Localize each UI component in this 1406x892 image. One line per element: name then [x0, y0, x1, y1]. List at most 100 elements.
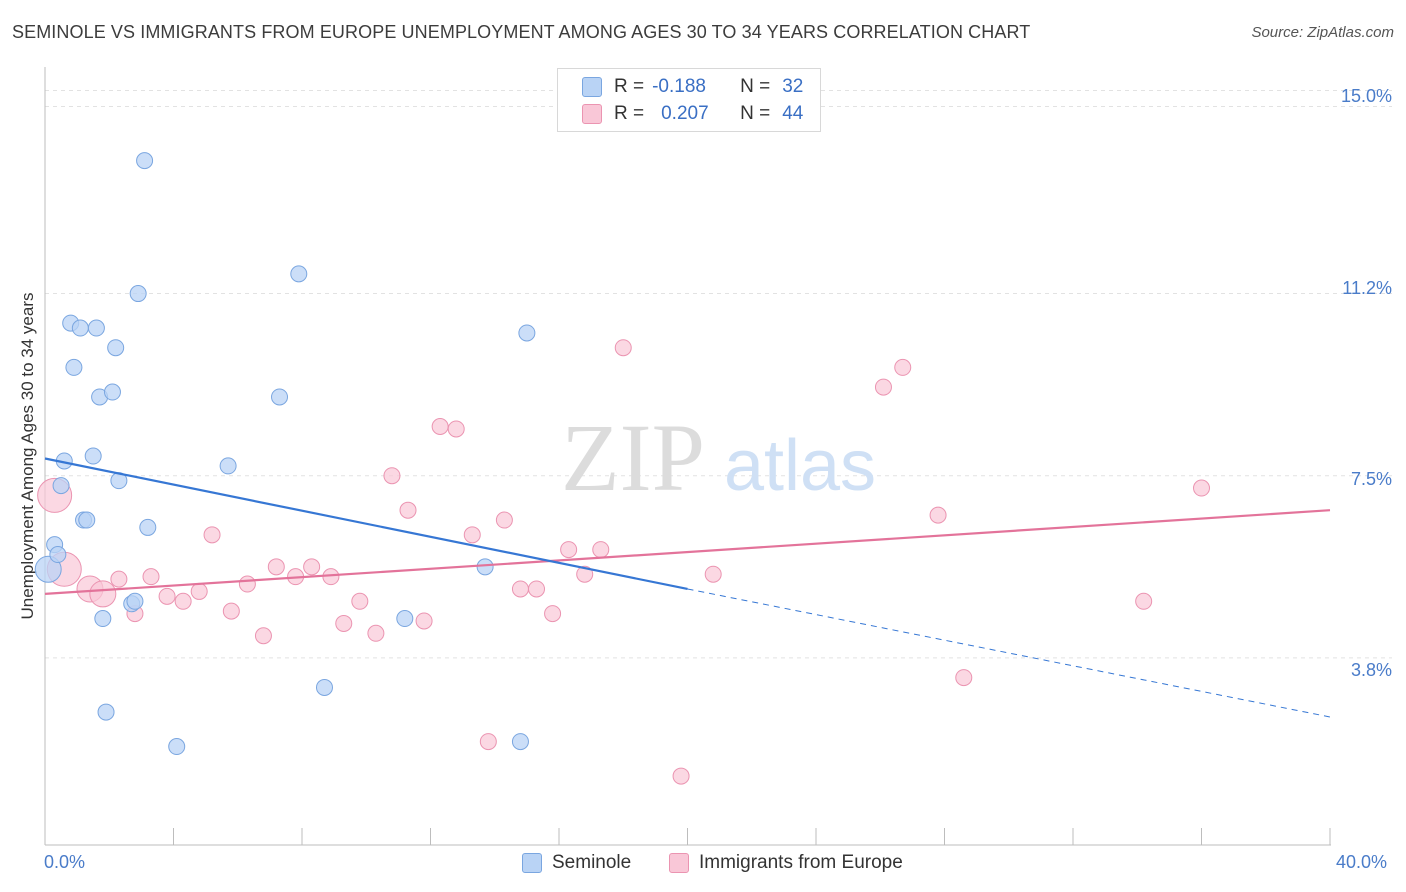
seminole-point [71, 319, 89, 337]
europe-point [576, 565, 594, 583]
europe-point [174, 592, 192, 610]
europe-point [158, 587, 176, 605]
y-tick-label: 15.0% [1340, 86, 1392, 106]
seminole-point [219, 457, 237, 475]
europe-swatch [669, 853, 689, 873]
seminole-point [136, 152, 154, 170]
europe-point [704, 565, 722, 583]
seminole-trendline-projection [687, 588, 1331, 718]
trendlines [44, 457, 1331, 718]
r-label: R = [614, 103, 645, 124]
seminole-n-value: 32 [782, 76, 804, 97]
europe-point [203, 526, 221, 544]
europe-r-value: 0.207 [661, 103, 709, 124]
stats-legend: R = -0.188 N = 32 R = 0.207 N = 44 [557, 68, 821, 132]
europe-point [528, 580, 546, 598]
seminole-point [315, 678, 333, 696]
seminole-point [139, 518, 157, 536]
europe-point [479, 733, 497, 751]
europe-point [672, 767, 690, 785]
legend-item-seminole: Seminole [522, 852, 631, 874]
europe-point [447, 420, 465, 438]
europe-point [894, 358, 912, 376]
watermark-atlas: atlas [724, 426, 876, 506]
seminole-point [34, 555, 62, 583]
legend-row-europe: R = 0.207 N = 44 [582, 101, 803, 127]
europe-point [367, 624, 385, 642]
seminole-point [168, 738, 186, 756]
europe-point [495, 511, 513, 529]
europe-point [399, 501, 417, 519]
seminole-point [476, 558, 494, 576]
europe-point [874, 378, 892, 396]
seminole-point [511, 733, 529, 751]
europe-point [929, 506, 947, 524]
europe-point [190, 582, 208, 600]
seminole-point [52, 477, 70, 495]
seminole-points [34, 152, 536, 756]
r-label: R = [614, 76, 645, 97]
seminole-point [126, 592, 144, 610]
watermark-zip: ZIP [561, 404, 705, 511]
seminole-point [290, 265, 308, 283]
europe-point [303, 558, 321, 576]
europe-point [463, 526, 481, 544]
axes [44, 67, 1331, 846]
europe-point [511, 580, 529, 598]
seminole-point [65, 358, 83, 376]
europe-point [1193, 479, 1210, 497]
europe-point [267, 558, 285, 576]
x-tick-label: 40.0% [1336, 852, 1388, 872]
europe-point [1135, 592, 1153, 610]
europe-point [431, 417, 449, 435]
europe-point [560, 541, 578, 559]
n-label: N = [740, 103, 771, 124]
seminole-point [103, 383, 121, 401]
seminole-trendline [44, 457, 688, 591]
n-label: N = [740, 76, 771, 97]
europe-point [89, 580, 117, 608]
europe-point [110, 570, 128, 588]
seminole-point [87, 319, 105, 337]
seminole-point [271, 388, 289, 406]
europe-point [614, 339, 632, 357]
x-tick-label: 0.0% [44, 852, 86, 872]
watermark: ZIP atlas [561, 404, 876, 511]
seminole-point [97, 703, 115, 721]
europe-point [351, 592, 369, 610]
y-tick-label: 11.2% [1342, 278, 1392, 298]
seminole-point [518, 324, 536, 342]
chart-title: SEMINOLE VS IMMIGRANTS FROM EUROPE UNEMP… [12, 22, 1031, 42]
y-tick-label: 3.8% [1350, 660, 1392, 680]
legend-label-europe: Immigrants from Europe [699, 852, 903, 873]
europe-point [254, 627, 272, 645]
seminole-swatch [522, 853, 542, 873]
seminole-point [84, 447, 102, 465]
europe-point [222, 602, 240, 620]
seminole-point [49, 546, 67, 564]
europe-n-value: 44 [782, 103, 804, 124]
y-tick-label: 7.5% [1350, 469, 1392, 489]
europe-point [238, 575, 256, 593]
europe-trendline [44, 509, 1331, 595]
seminole-point [107, 339, 125, 357]
legend-label-seminole: Seminole [552, 852, 632, 873]
europe-point [592, 541, 610, 559]
europe-point [142, 568, 160, 586]
source-label: Source: ZipAtlas.com [1251, 24, 1394, 41]
europe-point [383, 467, 401, 485]
europe-point [335, 614, 353, 632]
legend-item-europe: Immigrants from Europe [669, 852, 903, 874]
seminole-swatch [582, 77, 602, 97]
seminole-point [396, 610, 414, 628]
seminole-point [78, 511, 96, 529]
europe-point [415, 612, 433, 630]
europe-point [955, 669, 973, 687]
europe-swatch [582, 104, 602, 124]
seminole-point [94, 610, 112, 628]
seminole-point [129, 285, 147, 303]
seminole-r-value: -0.188 [652, 76, 706, 97]
europe-point [544, 605, 562, 623]
legend-row-seminole: R = -0.188 N = 32 [582, 74, 803, 100]
